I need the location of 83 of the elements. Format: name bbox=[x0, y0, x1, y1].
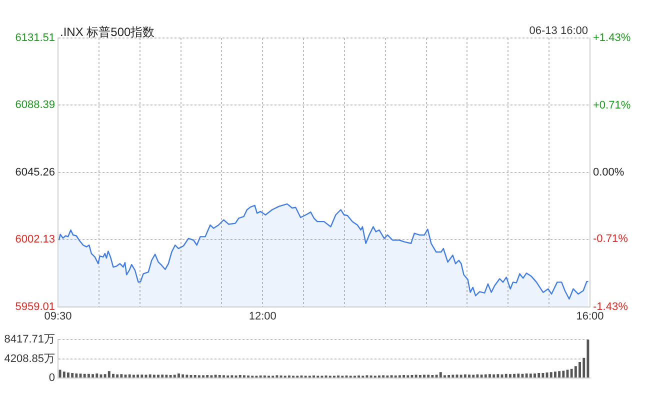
bar bbox=[521, 374, 524, 378]
bar bbox=[58, 370, 62, 378]
text: 06-13 16:00 bbox=[529, 25, 588, 37]
y2-tick-label: +0.71% bbox=[593, 100, 631, 112]
y2-tick-label: 0.00% bbox=[593, 166, 624, 178]
bar bbox=[92, 374, 94, 378]
bar bbox=[173, 374, 176, 378]
bar bbox=[148, 374, 152, 378]
bar bbox=[423, 374, 426, 378]
y2-tick-label: -0.71% bbox=[593, 233, 628, 246]
bar bbox=[558, 371, 561, 378]
bar bbox=[525, 373, 528, 378]
y-tick-label: 5959.01 bbox=[15, 300, 55, 313]
bar bbox=[574, 366, 577, 378]
bar bbox=[550, 372, 552, 378]
bar bbox=[538, 372, 540, 378]
y-tick-label: 4208.85万 bbox=[4, 352, 55, 365]
bar bbox=[460, 374, 462, 378]
bar bbox=[435, 374, 438, 378]
bar bbox=[140, 374, 144, 378]
bar bbox=[112, 374, 114, 378]
y-tick-label: 6002.13 bbox=[15, 234, 55, 246]
bar bbox=[124, 374, 127, 378]
bar bbox=[214, 374, 217, 378]
bar bbox=[542, 372, 544, 378]
chart-title: .INX 标普500指数 bbox=[60, 24, 155, 41]
bar bbox=[132, 374, 135, 378]
bar bbox=[157, 374, 160, 378]
bar bbox=[165, 374, 168, 378]
bar bbox=[128, 374, 131, 378]
bar bbox=[476, 374, 479, 378]
y2-tick-label: +1.43% bbox=[593, 32, 631, 44]
bar bbox=[136, 374, 140, 378]
y-tick-label: 6088.39 bbox=[15, 99, 55, 112]
bar bbox=[182, 374, 184, 378]
bar bbox=[488, 374, 491, 378]
x-tick-label: 09:30 bbox=[44, 310, 72, 322]
bar bbox=[496, 374, 500, 378]
bar bbox=[492, 374, 496, 378]
bar bbox=[468, 374, 471, 378]
bar bbox=[83, 374, 86, 378]
bar bbox=[534, 373, 536, 378]
bar bbox=[513, 374, 516, 378]
bar bbox=[452, 374, 454, 378]
bar bbox=[87, 374, 90, 378]
bar bbox=[104, 374, 106, 378]
bar bbox=[71, 372, 74, 378]
bar bbox=[186, 374, 188, 378]
bar bbox=[508, 374, 512, 378]
bar bbox=[504, 374, 508, 378]
bar bbox=[100, 374, 102, 378]
bar bbox=[152, 374, 156, 378]
bar bbox=[108, 371, 110, 378]
bar bbox=[439, 372, 442, 378]
y-tick-label: 0 bbox=[48, 372, 55, 384]
bar bbox=[562, 370, 565, 378]
y2-tick-label: -1.43% bbox=[593, 300, 628, 313]
x-tick-label: 12:00 bbox=[248, 310, 276, 322]
bar bbox=[62, 372, 66, 378]
bar bbox=[529, 374, 532, 378]
bar bbox=[120, 374, 123, 378]
bar bbox=[75, 373, 78, 378]
bar bbox=[414, 374, 418, 378]
bar bbox=[161, 374, 164, 378]
bar bbox=[570, 368, 573, 378]
bar bbox=[484, 374, 487, 378]
bar bbox=[96, 373, 98, 378]
bar bbox=[546, 372, 548, 378]
bar bbox=[586, 340, 590, 378]
y-tick-label: 6131.51 bbox=[15, 32, 55, 44]
bar bbox=[116, 374, 119, 378]
bar bbox=[480, 374, 483, 378]
bar bbox=[578, 362, 581, 378]
y-tick-label: 8417.71万 bbox=[4, 334, 55, 346]
bar bbox=[427, 374, 430, 378]
x-tick-label: 16:00 bbox=[576, 310, 604, 322]
bar bbox=[464, 374, 466, 378]
bar bbox=[517, 374, 520, 378]
y-tick-label: 6045.26 bbox=[15, 166, 55, 178]
bar bbox=[67, 372, 70, 378]
bar bbox=[472, 374, 475, 378]
bar bbox=[554, 372, 556, 378]
bar bbox=[177, 373, 180, 378]
